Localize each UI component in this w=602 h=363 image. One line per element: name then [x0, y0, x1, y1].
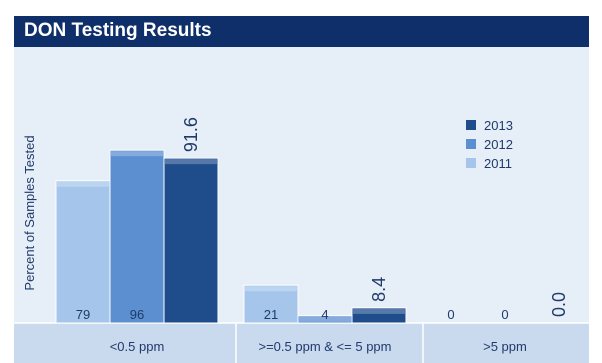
- y-axis-label: Percent of Samples Tested: [22, 135, 37, 290]
- data-label-2013-1: 8.4: [369, 277, 389, 302]
- data-label-2012-2: 0: [501, 307, 508, 322]
- legend-label-2011: 2011: [484, 156, 512, 171]
- bar-highlight: [299, 316, 351, 322]
- bar-highlight: [353, 308, 405, 314]
- data-label-2011-0: 79: [76, 307, 90, 322]
- bar-highlight: [111, 151, 163, 157]
- data-label-2012-1: 4: [321, 307, 328, 322]
- legend-label-2013: 2013: [484, 118, 513, 133]
- legend-swatch-2011: [466, 158, 476, 168]
- category-label-0: <0.5 ppm: [110, 339, 165, 354]
- legend-swatch-2013: [466, 120, 476, 130]
- bar-2013-1: [351, 307, 407, 324]
- data-label-2013-0: 91.6: [181, 117, 201, 152]
- category-label-1: >=0.5 ppm & <= 5 ppm: [259, 339, 392, 354]
- legend-swatch-2012: [466, 139, 476, 149]
- bar-chart: 79 96 91.6 <0.5 ppm 21 4 8.4 >=0.5 ppm & <= 5 p…: [14, 117, 589, 363]
- data-label-2013-2: 0.0: [549, 292, 569, 317]
- bar-highlight: [165, 159, 217, 165]
- bar-highlight: [57, 181, 109, 187]
- data-label-2011-1: 21: [264, 307, 278, 322]
- data-label-2012-0: 96: [130, 307, 144, 322]
- title-bar: DON Testing Results: [14, 16, 589, 47]
- bar-2011-0: [55, 180, 111, 324]
- bar-2012-0: [109, 149, 165, 324]
- chart-frame: DON Testing Results 79 96 91.6 <0.5 ppm 21 4 8…: [14, 16, 589, 363]
- legend-label-2012: 2012: [484, 137, 513, 152]
- bar-2013-0: [163, 157, 219, 324]
- data-label-2011-2: 0: [447, 307, 454, 322]
- bar-highlight: [245, 286, 297, 292]
- chart-title: DON Testing Results: [24, 20, 212, 41]
- bar-2011-1: [243, 284, 299, 324]
- category-label-2: >5 ppm: [483, 339, 527, 354]
- category-axis-band: [14, 323, 589, 363]
